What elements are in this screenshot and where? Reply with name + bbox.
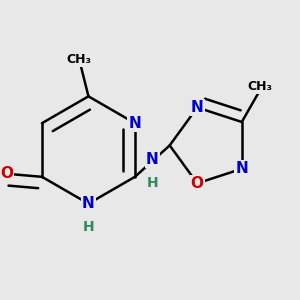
Text: N: N xyxy=(82,196,95,211)
Text: N: N xyxy=(191,100,204,115)
Text: N: N xyxy=(236,161,248,176)
Text: O: O xyxy=(191,176,204,191)
Text: H: H xyxy=(146,176,158,190)
Text: N: N xyxy=(146,152,159,167)
Text: H: H xyxy=(82,220,94,234)
Text: CH₃: CH₃ xyxy=(67,53,92,66)
Text: CH₃: CH₃ xyxy=(248,80,273,93)
Text: O: O xyxy=(0,166,13,181)
Text: N: N xyxy=(128,116,141,131)
